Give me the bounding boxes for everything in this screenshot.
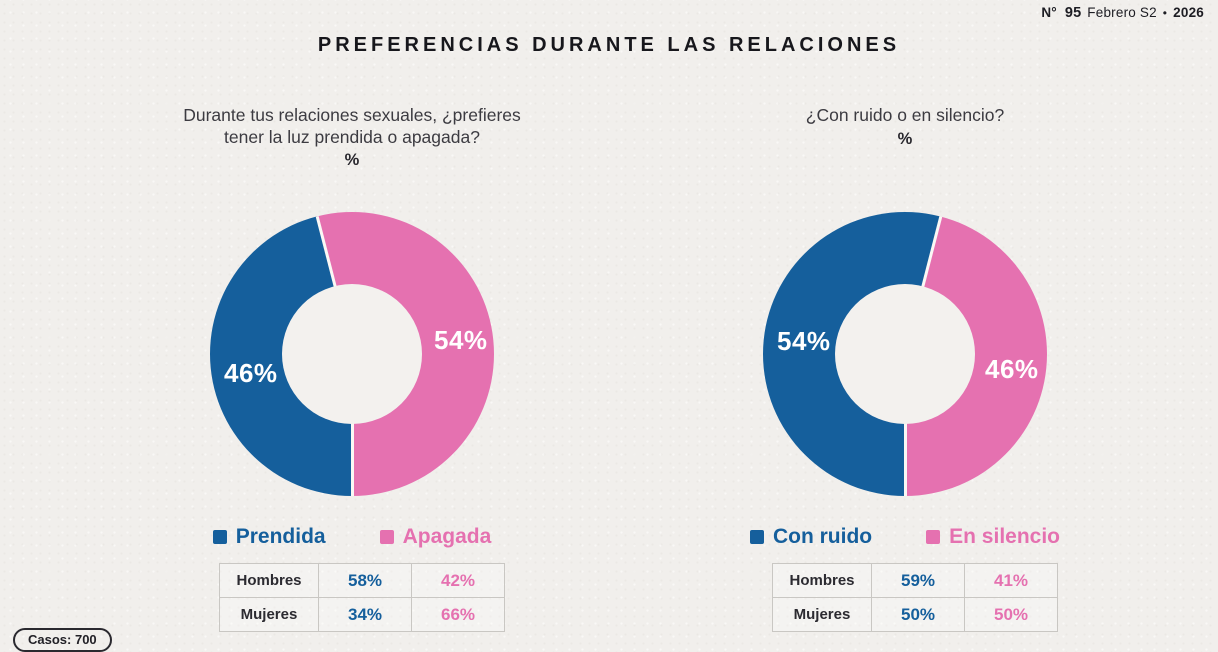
legend-swatch-blue-icon <box>212 530 227 544</box>
cell-pink-value: 66% <box>411 597 505 632</box>
legend-item-apagada: Apagada <box>379 525 492 549</box>
slice-label-en-silencio: 46% <box>985 354 1039 384</box>
cell-blue-value: 50% <box>871 597 965 632</box>
donut-chart-noise-preference: 54% 46% <box>763 212 1047 496</box>
table-row-hombres: Hombres 59% 41% <box>772 563 1058 598</box>
cell-blue-value: 59% <box>871 563 965 598</box>
chart-noise-preference: ¿Con ruido o en silencio? % 54% 46% Con … <box>655 105 1155 635</box>
issue-year: 2026 <box>1173 5 1204 20</box>
question-line-1: ¿Con ruido o en silencio? <box>805 105 1005 125</box>
slice-label-apagada: 54% <box>434 325 488 355</box>
question-line-2: tener la luz prendida o apagada? <box>224 126 480 147</box>
question-line-1: Durante tus relaciones sexuales, ¿prefie… <box>183 105 521 125</box>
cell-blue-value: 34% <box>318 597 412 632</box>
legend-label: En silencio <box>949 525 1061 548</box>
cases-pill: Casos: 700 <box>13 628 112 652</box>
donut-hole <box>835 284 975 424</box>
legend: Prendida Apagada <box>102 525 602 549</box>
legend-item-con-ruido: Con ruido <box>749 525 873 549</box>
legend-label: Con ruido <box>772 525 873 548</box>
legend-label: Prendida <box>235 525 326 548</box>
issue-period: Febrero S2 <box>1087 5 1157 20</box>
percent-sign: % <box>344 151 360 169</box>
page-title: PREFERENCIAS DURANTE LAS RELACIONES <box>317 34 901 57</box>
issue-number: 95 <box>1064 5 1082 21</box>
slice-label-prendida: 46% <box>224 358 278 388</box>
chart-light-preference: Durante tus relaciones sexuales, ¿prefie… <box>102 105 602 635</box>
row-label: Mujeres <box>219 597 319 632</box>
gender-breakdown-table: Hombres 59% 41% Mujeres 50% 50% <box>772 563 1058 632</box>
chart-question: Durante tus relaciones sexuales, ¿prefie… <box>102 105 602 148</box>
legend-item-en-silencio: En silencio <box>926 525 1060 549</box>
table-row-hombres: Hombres 58% 42% <box>219 563 505 598</box>
cell-pink-value: 50% <box>964 597 1058 632</box>
chart-question: ¿Con ruido o en silencio? <box>655 105 1155 127</box>
legend-swatch-pink-icon <box>926 530 941 544</box>
slice-label-con-ruido: 54% <box>777 326 831 356</box>
legend-swatch-blue-icon <box>749 530 764 544</box>
issue-label: N° <box>1041 5 1057 20</box>
legend-swatch-pink-icon <box>379 530 394 544</box>
row-label: Hombres <box>772 563 872 598</box>
legend-item-prendida: Prendida <box>212 525 326 549</box>
donut-hole <box>282 284 422 424</box>
gender-breakdown-table: Hombres 58% 42% Mujeres 34% 66% <box>219 563 505 632</box>
legend: Con ruido En silencio <box>655 525 1155 549</box>
percent-sign: % <box>897 129 913 148</box>
donut-chart-light-preference: 46% 54% <box>210 212 494 496</box>
issue-info: N° 95 Febrero S2 • 2026 <box>1041 5 1204 21</box>
cell-pink-value: 42% <box>411 563 505 598</box>
cell-pink-value: 41% <box>964 563 1058 598</box>
row-label: Hombres <box>219 563 319 598</box>
table-row-mujeres: Mujeres 50% 50% <box>772 597 1058 632</box>
cell-blue-value: 58% <box>318 563 412 598</box>
legend-label: Apagada <box>402 525 492 548</box>
table-row-mujeres: Mujeres 34% 66% <box>219 597 505 632</box>
cases-label: Casos: 700 <box>28 632 97 647</box>
issue-bullet: • <box>1162 6 1168 20</box>
row-label: Mujeres <box>772 597 872 632</box>
